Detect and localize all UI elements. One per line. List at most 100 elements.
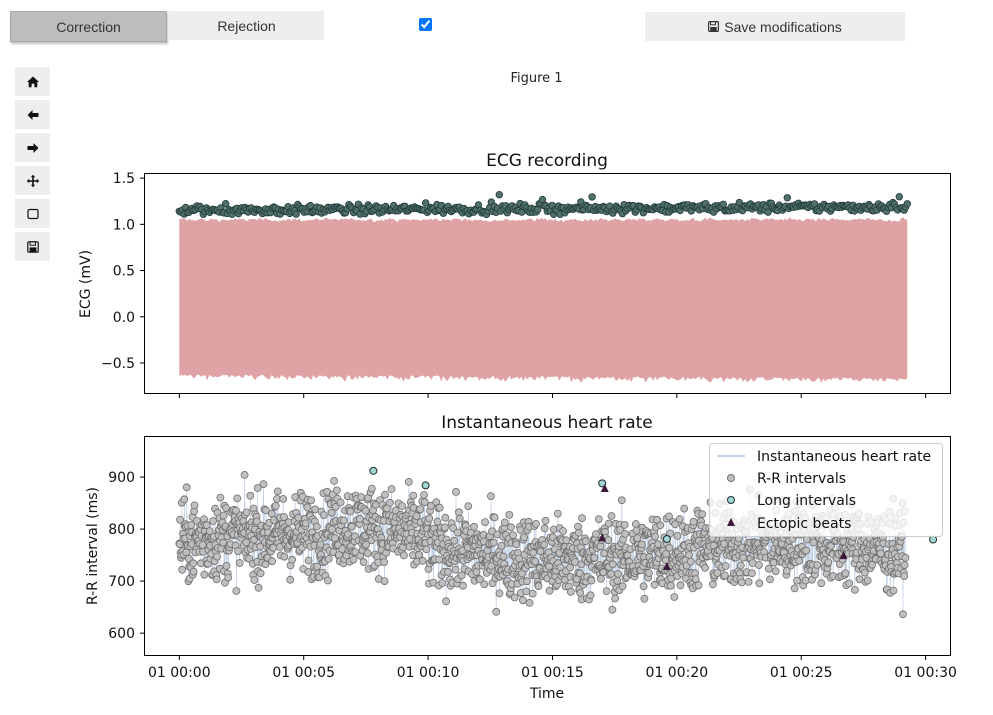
rr-interval-point — [332, 486, 341, 495]
rr-interval-point — [409, 491, 418, 500]
rr-interval-point — [802, 546, 810, 555]
rr-interval-point — [286, 575, 295, 584]
rr-interval-point — [748, 569, 756, 578]
rr-interval-point — [633, 534, 642, 543]
rr-interval-point — [744, 578, 753, 586]
tab-correction[interactable]: Correction — [10, 11, 167, 42]
rr-interval-point — [232, 587, 241, 595]
rr-interval-point — [755, 561, 763, 569]
rr-interval-point — [720, 540, 728, 548]
zoom-rect-icon — [26, 208, 39, 219]
rr-interval-point — [790, 584, 799, 593]
rr-interval-point — [666, 581, 675, 590]
rr-interval-point — [721, 562, 730, 570]
rr-interval-point — [234, 547, 242, 556]
save-figure-button[interactable] — [15, 232, 50, 261]
rr-interval-point — [339, 516, 348, 525]
hr-xtick-label: 01 00:00 — [148, 665, 211, 681]
rr-interval-point — [795, 556, 803, 565]
rr-interval-point — [489, 538, 498, 547]
ecg-r-peak — [783, 194, 791, 202]
hr-xtick-label: 01 00:10 — [397, 665, 460, 681]
rr-interval-point — [590, 553, 599, 562]
rr-interval-point — [490, 513, 499, 522]
rr-interval-point — [824, 558, 833, 567]
rr-interval-point — [224, 573, 233, 582]
rr-interval-point — [512, 540, 521, 549]
rr-interval-point — [222, 504, 231, 513]
legend-circle-marker — [727, 474, 735, 482]
rr-interval-point — [459, 581, 467, 590]
rr-interval-point — [399, 551, 408, 560]
ecg-r-peak — [495, 190, 503, 199]
rr-interval-point — [359, 558, 368, 566]
rr-interval-point — [686, 557, 695, 566]
rr-interval-point — [665, 544, 674, 552]
rr-interval-point — [481, 518, 490, 526]
hr-xtick-label: 01 00:30 — [894, 665, 957, 681]
rr-interval-point — [440, 523, 449, 532]
rr-interval-point — [534, 582, 543, 590]
rr-interval-point — [755, 579, 764, 588]
rr-interval-point — [443, 567, 452, 576]
rr-interval-point — [613, 576, 622, 585]
legend-frame — [709, 443, 943, 537]
ecg-r-peak — [895, 192, 903, 201]
long-interval-point — [421, 481, 430, 490]
rr-interval-point — [620, 521, 629, 529]
rr-interval-point — [559, 527, 567, 535]
pan-icon — [26, 174, 39, 187]
rr-interval-point — [420, 498, 429, 507]
hr-ytick-label: 800 — [108, 522, 135, 538]
rr-interval-point — [328, 525, 336, 534]
home-button[interactable] — [15, 67, 50, 96]
rr-interval-point — [331, 502, 340, 511]
rr-interval-point — [851, 586, 859, 594]
rr-interval-point — [901, 553, 910, 562]
long-interval-point — [929, 535, 938, 544]
legend-label-hr: Instantaneous heart rate — [757, 449, 931, 465]
rr-interval-point — [250, 576, 259, 584]
tab-rejection[interactable]: Rejection — [169, 11, 324, 40]
rr-interval-point — [380, 558, 389, 566]
rr-interval-point — [553, 509, 562, 518]
rr-interval-point — [416, 505, 425, 514]
rr-interval-point — [587, 576, 596, 585]
rr-interval-point — [323, 576, 332, 585]
rr-interval-point — [841, 569, 850, 578]
rr-interval-point — [441, 513, 450, 522]
rr-interval-point — [809, 538, 818, 547]
rr-interval-point — [670, 593, 679, 601]
pan-button[interactable] — [15, 166, 50, 195]
rr-interval-point — [510, 593, 519, 602]
back-button[interactable] — [15, 100, 50, 129]
rr-interval-point — [464, 502, 473, 511]
zoom-rect-button[interactable] — [15, 199, 50, 228]
ecg-title: ECG recording — [486, 151, 608, 171]
rr-interval-point — [271, 502, 280, 510]
rr-interval-point — [576, 589, 585, 597]
toggle-checkbox[interactable] — [419, 18, 432, 31]
rr-interval-point — [766, 575, 774, 584]
hr-xlabel: Time — [529, 686, 564, 702]
hr-y-ticks: 600 700 800 900 — [108, 470, 145, 642]
rr-interval-point — [525, 599, 534, 607]
rr-interval-point — [261, 560, 270, 569]
rr-interval-point — [450, 536, 459, 545]
rr-interval-point — [608, 605, 617, 614]
rr-interval-point — [680, 504, 689, 513]
forward-button[interactable] — [15, 133, 50, 162]
save-modifications-button[interactable]: Save modifications — [645, 12, 905, 41]
rr-interval-point — [736, 561, 745, 570]
rr-interval-point — [475, 575, 484, 584]
rr-interval-point — [860, 568, 869, 577]
ecg-ytick-label: −0.5 — [101, 356, 135, 372]
ectopic-beats-series — [598, 484, 848, 571]
rr-interval-point — [259, 480, 268, 489]
rr-interval-point — [675, 515, 684, 524]
rr-interval-point — [650, 580, 659, 589]
rr-interval-point — [645, 569, 653, 577]
rr-interval-point — [813, 561, 822, 569]
hr-x-ticks: 01 00:00 01 00:05 01 00:10 01 00:15 01 00:20… — [148, 655, 957, 681]
home-icon — [26, 76, 39, 87]
